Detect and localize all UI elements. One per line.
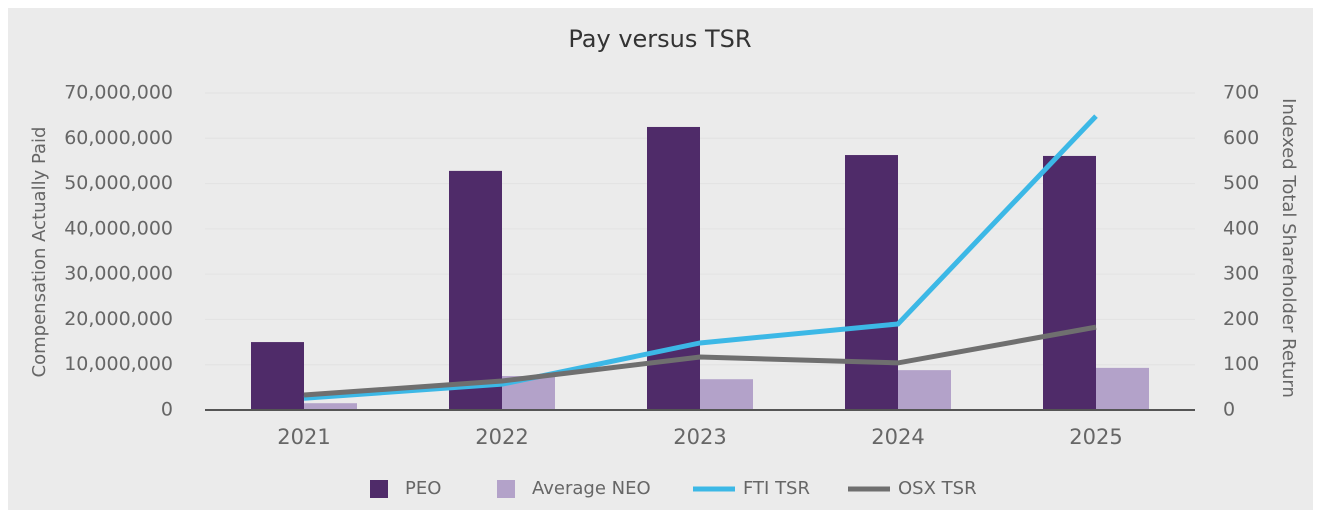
bar <box>304 403 357 410</box>
legend-label: FTI TSR <box>743 478 810 499</box>
x-tick-label: 2022 <box>475 425 528 449</box>
x-tick-label: 2025 <box>1069 425 1122 449</box>
bar <box>898 370 951 410</box>
y-tick-label: 10,000,000 <box>64 353 173 375</box>
y2-tick-label: 500 <box>1223 172 1259 194</box>
y2-tick-label: 600 <box>1223 127 1259 149</box>
y-tick-label: 30,000,000 <box>64 263 173 285</box>
x-tick-label: 2023 <box>673 425 726 449</box>
bar <box>449 170 502 410</box>
y2-tick-label: 200 <box>1223 308 1259 330</box>
y2-tick-label: 700 <box>1223 82 1259 104</box>
bar <box>1043 155 1096 410</box>
y-tick-label: 50,000,000 <box>64 172 173 194</box>
y-tick-label: 0 <box>161 399 173 421</box>
y2-tick-label: 100 <box>1223 353 1259 375</box>
legend-label: Average NEO <box>532 478 651 499</box>
y-tick-label: 70,000,000 <box>64 82 173 104</box>
bar <box>845 155 898 410</box>
y2-tick-label: 0 <box>1223 399 1235 421</box>
y-tick-label: 60,000,000 <box>64 127 173 149</box>
y2-axis-label: Indexed Total Shareholder Return <box>1278 98 1299 398</box>
line <box>303 114 1098 401</box>
x-tick-label: 2021 <box>277 425 330 449</box>
y-axis-label: Compensation Actually Paid <box>29 127 50 378</box>
y-tick-label: 40,000,000 <box>64 217 173 239</box>
bar <box>251 342 304 410</box>
y2-tick-label: 400 <box>1223 217 1259 239</box>
legend-swatch <box>370 480 388 498</box>
bar <box>647 126 700 410</box>
legend-swatch <box>497 480 515 498</box>
bar <box>1096 367 1149 410</box>
x-tick-label: 2024 <box>871 425 924 449</box>
legend-label: PEO <box>405 478 441 499</box>
legend-label: OSX TSR <box>898 478 977 499</box>
line <box>303 324 1097 398</box>
bar <box>700 379 753 410</box>
y2-tick-label: 300 <box>1223 263 1259 285</box>
chart-title: Pay versus TSR <box>568 25 751 53</box>
y-tick-label: 20,000,000 <box>64 308 173 330</box>
